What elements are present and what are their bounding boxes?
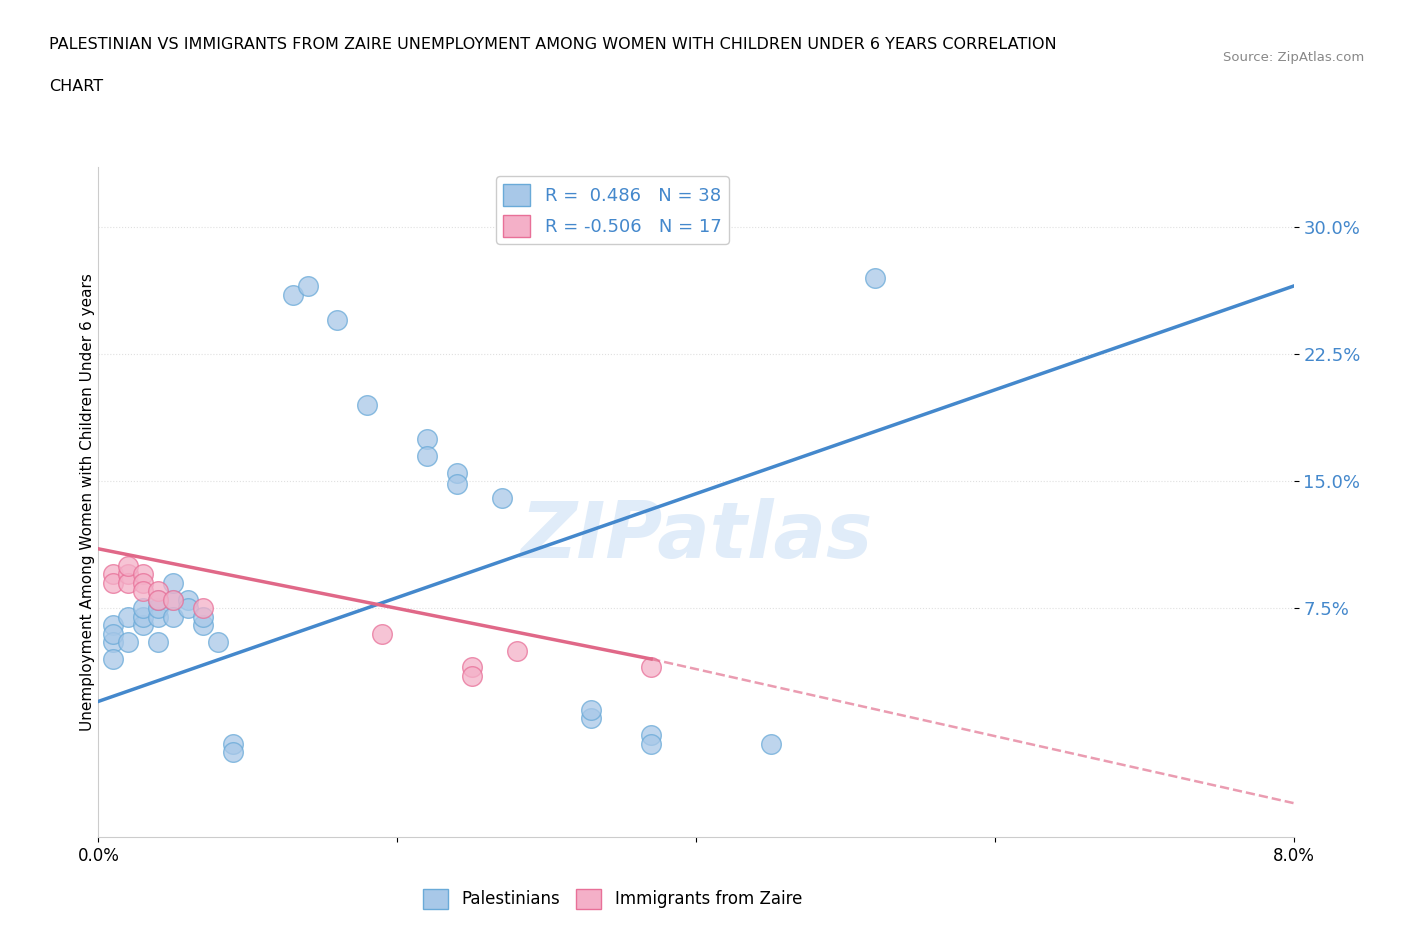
Point [222,737,245,751]
Point [148,592,170,607]
Point [132,618,155,632]
Y-axis label: Unemployment Among Women with Children Under 6 years: Unemployment Among Women with Children U… [80,273,94,731]
Point [640,728,662,743]
Point [222,745,245,760]
Point [506,643,529,658]
Point [356,397,378,412]
Point [446,477,468,492]
Text: CHART: CHART [49,79,103,94]
Point [191,609,214,624]
Point [446,465,468,480]
Point [132,566,155,581]
Point [461,660,484,675]
Point [581,702,603,717]
Point [162,592,184,607]
Point [117,558,139,573]
Point [148,601,170,616]
Point [281,287,304,302]
Point [297,279,319,294]
Point [103,634,125,649]
Point [640,660,662,675]
Point [326,312,349,327]
Point [177,592,200,607]
Point [177,601,200,616]
Point [759,737,782,751]
Point [640,737,662,751]
Point [103,576,125,591]
Point [461,669,484,684]
Point [491,490,513,505]
Text: Source: ZipAtlas.com: Source: ZipAtlas.com [1223,51,1364,64]
Point [191,601,214,616]
Text: PALESTINIAN VS IMMIGRANTS FROM ZAIRE UNEMPLOYMENT AMONG WOMEN WITH CHILDREN UNDE: PALESTINIAN VS IMMIGRANTS FROM ZAIRE UNE… [49,37,1057,52]
Point [117,576,139,591]
Point [416,448,439,463]
Point [117,634,139,649]
Point [103,566,125,581]
Point [117,609,139,624]
Point [148,592,170,607]
Point [103,652,125,667]
Point [132,601,155,616]
Point [581,711,603,725]
Point [132,584,155,599]
Point [132,576,155,591]
Point [103,626,125,641]
Point [207,634,229,649]
Text: ZIPatlas: ZIPatlas [520,498,872,574]
Point [148,634,170,649]
Point [371,626,394,641]
Point [162,576,184,591]
Point [117,566,139,581]
Point [132,609,155,624]
Point [416,432,439,446]
Point [162,609,184,624]
Point [863,270,886,285]
Legend: Palestinians, Immigrants from Zaire: Palestinians, Immigrants from Zaire [416,882,808,916]
Point [148,584,170,599]
Point [103,618,125,632]
Point [162,592,184,607]
Point [191,618,214,632]
Point [148,609,170,624]
